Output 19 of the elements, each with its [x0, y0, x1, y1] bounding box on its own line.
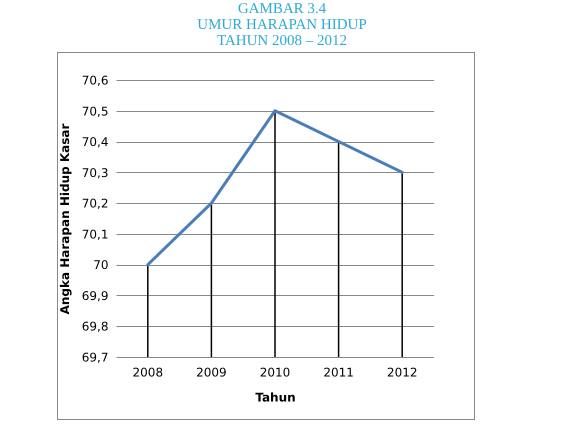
chart-title: GAMBAR 3.4 UMUR HARAPAN HIDUP TAHUN 2008 – 2012 — [196, 1, 368, 49]
y-tick-label: 70,3 — [82, 166, 108, 180]
line-series — [146, 109, 404, 266]
y-tick-label: 70 — [93, 258, 108, 272]
y-tick-label: 69,7 — [82, 350, 108, 364]
x-tick-label: 2010 — [260, 366, 290, 380]
y-tick-label: 70,4 — [82, 135, 108, 150]
x-tick-label: 2011 — [323, 366, 354, 380]
y-tick-label: 70,6 — [82, 74, 108, 88]
y-tick-label: 69,8 — [82, 320, 108, 334]
x-tick-label: 2008 — [132, 366, 164, 380]
y-axis-title: Angka Harapan Hidup Kasar — [58, 123, 72, 314]
y-tick-label: 70,5 — [82, 104, 108, 118]
x-tick-label: 2012 — [386, 366, 418, 380]
x-tick-label: 2009 — [196, 366, 227, 380]
y-tick-label: 70,1 — [82, 227, 108, 242]
x-axis-title: Tahun — [255, 390, 296, 404]
y-tick-label: 69,9 — [82, 288, 108, 303]
y-tick-label: 70,2 — [82, 196, 108, 211]
